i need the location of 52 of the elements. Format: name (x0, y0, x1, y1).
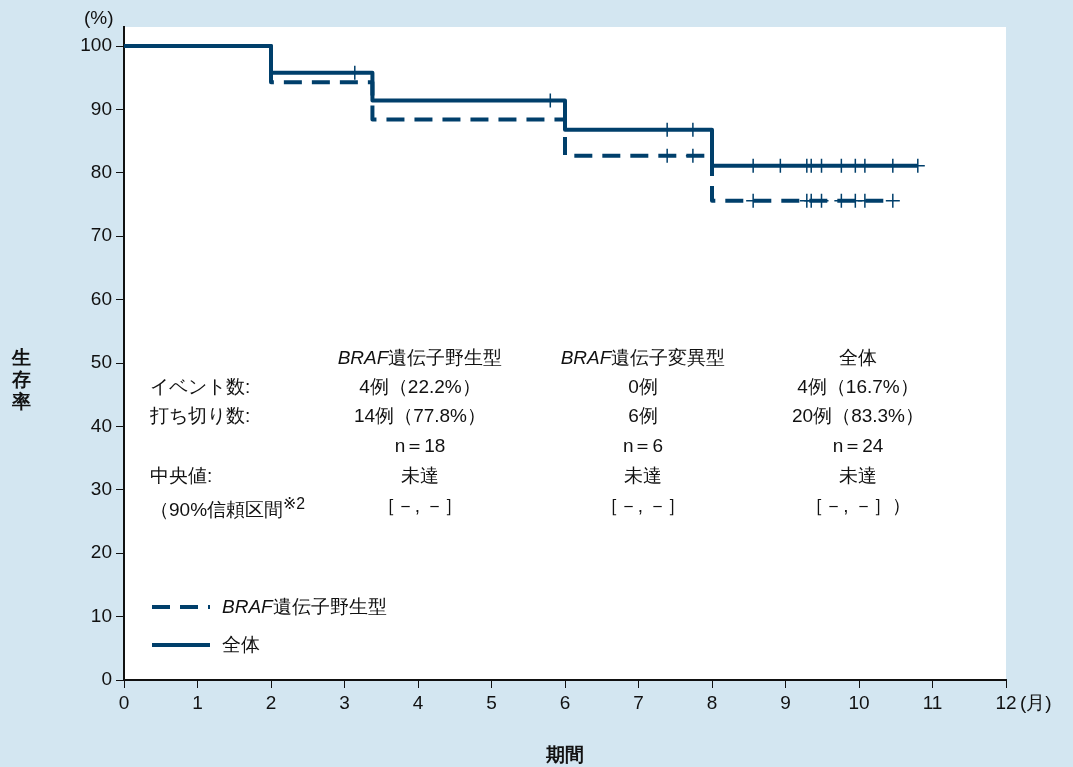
annotation: 未達 (624, 465, 662, 486)
y-tick-label: 10 (90, 604, 112, 626)
text: (月) (1020, 692, 1052, 713)
y-tick-label: 30 (90, 478, 112, 500)
x-tick-label: 2 (265, 691, 277, 713)
y-axis-title: 生存率 (12, 347, 31, 413)
y-tick-label: 70 (90, 224, 112, 246)
x-tick-label: 7 (633, 691, 644, 713)
x-tick-label: 0 (118, 691, 130, 713)
y-tick-label: 80 (90, 161, 112, 183)
x-tick-label: 6 (559, 691, 571, 713)
annotation: 打ち切り数: (150, 405, 251, 426)
y-tick-label: 20 (90, 541, 112, 563)
text: (%) (84, 7, 114, 28)
annotation: 0例 (628, 376, 658, 397)
y-tick-label: 0 (101, 668, 112, 690)
annotation: 4例（16.7%） (797, 376, 919, 397)
x-tick-label: 12 (995, 691, 1017, 713)
annotation: 20例（83.3%） (791, 405, 925, 426)
x-tick-label: 4 (412, 691, 424, 713)
annotation: イベント数: (150, 376, 251, 397)
y-tick-label: 90 (90, 97, 112, 119)
x-tick-label: 9 (780, 691, 791, 713)
annotation: 4例（22.2%） (359, 376, 481, 397)
x-tick-label: 3 (339, 691, 350, 713)
y-tick-label: 60 (90, 287, 112, 309)
x-tick-label: 11 (922, 691, 943, 713)
y-tick-label: 50 (90, 351, 112, 373)
annotation: 全体 (839, 347, 877, 368)
annotation: ［－, －］ (376, 495, 464, 516)
annotation: ［－, －］ (599, 495, 687, 516)
x-tick-label: 8 (706, 691, 718, 713)
annotation: 14例（77.8%） (353, 405, 487, 426)
annotation: 6例 (628, 405, 658, 426)
legend-label: BRAF遺伝子野生型 (222, 595, 387, 619)
annotation: BRAF遺伝子野生型 (337, 347, 503, 368)
annotation: 中央値: (150, 465, 213, 486)
annotation: ［－, －］） (805, 495, 911, 516)
annotation: 未達 (401, 465, 439, 486)
annotation: n＝6 (622, 435, 664, 456)
annotation: BRAF遺伝子変異型 (560, 347, 726, 368)
y-tick-label: 100 (80, 34, 112, 56)
annotation: 未達 (839, 465, 877, 486)
x-tick-label: 10 (848, 691, 870, 713)
x-tick-label: 1 (192, 691, 203, 713)
x-axis-title: 期間 (546, 744, 584, 765)
annotation: （90%信頼区間$^{※2}$ (150, 495, 306, 521)
legend-label: 全体 (222, 633, 260, 657)
y-tick-label: 40 (90, 414, 112, 436)
x-tick-label: 5 (486, 691, 497, 713)
annotation: n＝18 (394, 435, 446, 456)
annotation: n＝24 (832, 435, 884, 456)
